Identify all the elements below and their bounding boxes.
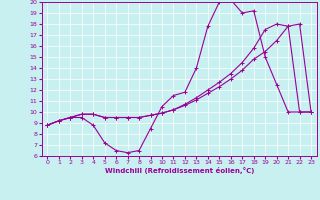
X-axis label: Windchill (Refroidissement éolien,°C): Windchill (Refroidissement éolien,°C) [105,167,254,174]
